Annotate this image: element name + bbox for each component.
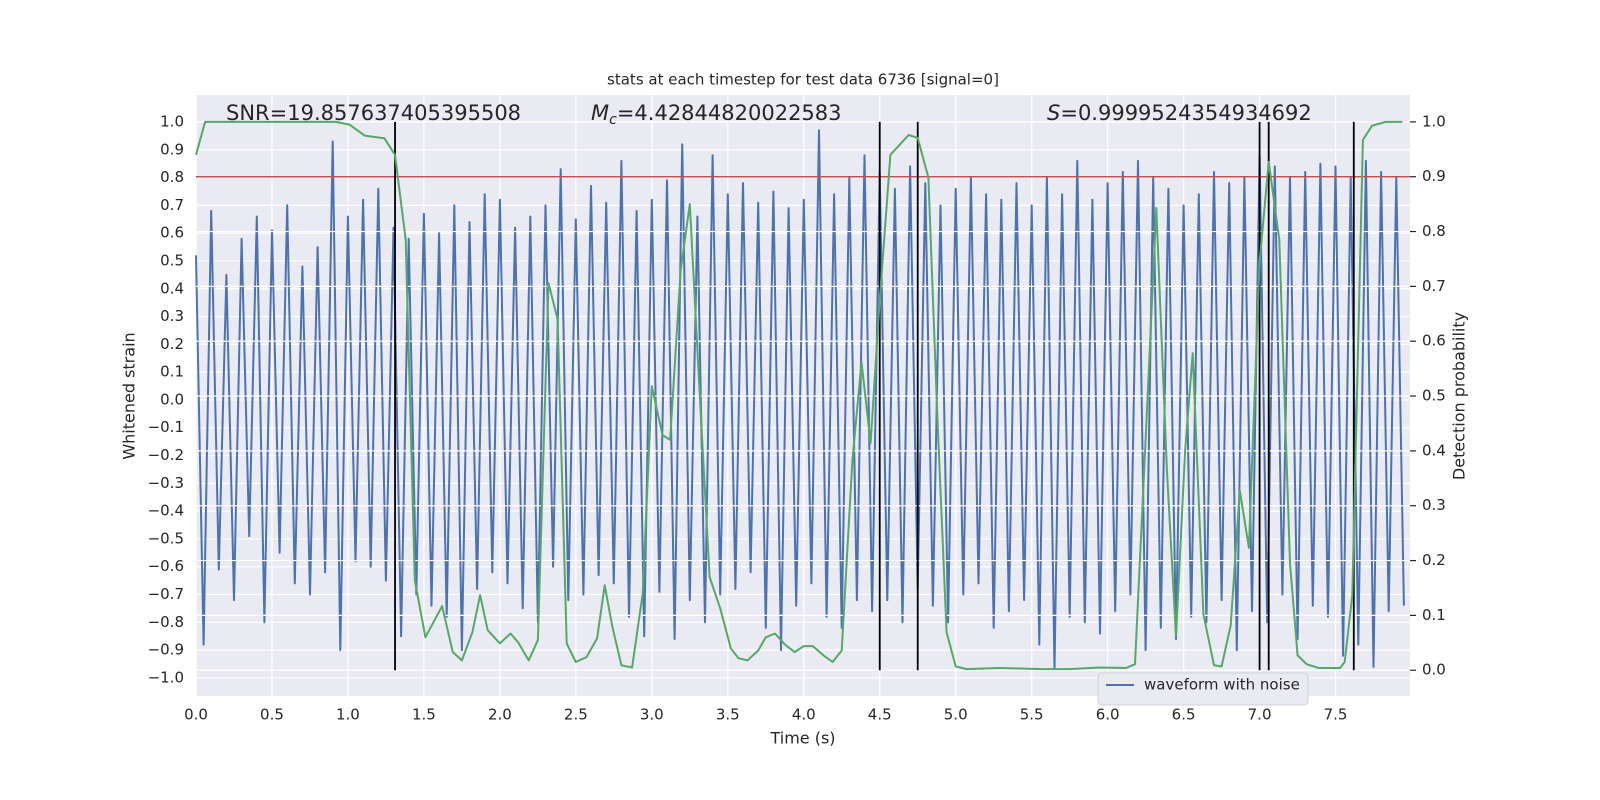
annotation-symbol: M xyxy=(591,101,609,125)
annotation-subscript: c xyxy=(609,112,617,128)
y-tick-label: −0.2 xyxy=(148,446,184,464)
annotation-text: =4.42844820022583 xyxy=(617,101,842,125)
y-tick-label: 0.3 xyxy=(160,307,184,325)
y-tick-label: −1.0 xyxy=(148,668,184,686)
y-tick-label: −0.6 xyxy=(148,557,184,575)
y-tick-label: 1.0 xyxy=(160,112,184,130)
y2-tick-label: 0.1 xyxy=(1422,606,1446,624)
y-tick-label: −0.4 xyxy=(148,502,184,520)
x-tick-label: 1.5 xyxy=(412,706,436,724)
y-tick-label: −0.8 xyxy=(148,613,184,631)
y-tick-label: 0.8 xyxy=(160,168,184,186)
x-tick-label: 4.0 xyxy=(792,706,816,724)
annotation: S=0.9999524354934692 xyxy=(1047,101,1312,125)
y2-tick-label: 0.7 xyxy=(1422,277,1446,295)
chart-title: stats at each timestep for test data 673… xyxy=(607,71,999,89)
y2-tick-label: 1.0 xyxy=(1422,112,1446,130)
y-tick-label: 0.6 xyxy=(160,224,184,242)
x-axis-label: Time (s) xyxy=(769,729,835,748)
y2-tick-label: 0.8 xyxy=(1422,222,1446,240)
annotation-text: SNR=19.857637405395508 xyxy=(226,101,521,125)
legend-box xyxy=(1097,672,1309,706)
x-tick-label: 3.5 xyxy=(716,706,740,724)
y-tick-label: 0.2 xyxy=(160,335,184,353)
x-tick-label: 5.5 xyxy=(1020,706,1044,724)
annotation-symbol: S xyxy=(1047,101,1060,125)
y2-tick-label: 0.4 xyxy=(1422,441,1446,459)
y-tick-label: 0.4 xyxy=(160,279,184,297)
y2-tick-label: 0.6 xyxy=(1422,332,1446,350)
y-tick-label: 0.5 xyxy=(160,251,184,269)
x-tick-label: 0.5 xyxy=(260,706,284,724)
y2-tick-label: 0.3 xyxy=(1422,496,1446,514)
y-tick-label: 0.9 xyxy=(160,140,184,158)
y-tick-label: −0.1 xyxy=(148,418,184,436)
y-tick-label: −0.5 xyxy=(148,529,184,547)
y-tick-label: 0.0 xyxy=(160,390,184,408)
waveform-line xyxy=(195,129,1405,671)
x-tick-label: 6.0 xyxy=(1096,706,1120,724)
x-tick-label: 4.5 xyxy=(868,706,892,724)
probability-line xyxy=(195,120,1403,671)
y-tick-label: −0.3 xyxy=(148,474,184,492)
y2-tick-label: 0.9 xyxy=(1422,167,1446,185)
y2-axis-label: Detection probability xyxy=(1450,312,1469,480)
y-tick-label: 0.1 xyxy=(160,363,184,381)
y-tick-label: 0.7 xyxy=(160,196,184,214)
y-tick-label: −0.9 xyxy=(148,641,184,659)
x-tick-label: 1.0 xyxy=(336,706,360,724)
y2-tick-label: 0.5 xyxy=(1422,387,1446,405)
annotation: SNR=19.857637405395508 xyxy=(226,101,521,125)
y-axis-label: Whitened strain xyxy=(120,332,139,459)
x-tick-label: 0.0 xyxy=(184,706,208,724)
x-tick-label: 6.5 xyxy=(1172,706,1196,724)
x-tick-label: 5.0 xyxy=(944,706,968,724)
annotation-text: =0.9999524354934692 xyxy=(1060,101,1311,125)
annotation: Mc=4.42844820022583 xyxy=(591,101,842,128)
x-tick-label: 2.5 xyxy=(564,706,588,724)
x-tick-label: 7.5 xyxy=(1324,706,1348,724)
x-tick-label: 7.0 xyxy=(1248,706,1272,724)
x-tick-label: 3.0 xyxy=(640,706,664,724)
x-tick-label: 2.0 xyxy=(488,706,512,724)
y-tick-label: −0.7 xyxy=(148,585,184,603)
y2-tick-label: 0.0 xyxy=(1422,661,1446,679)
legend-label: waveform with noise xyxy=(1144,676,1300,694)
y2-tick-label: 0.2 xyxy=(1422,551,1446,569)
